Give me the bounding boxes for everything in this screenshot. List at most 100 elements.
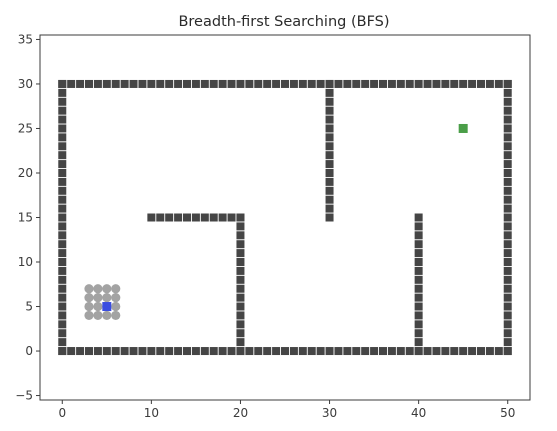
obstacle-point [325, 204, 334, 213]
obstacle-point [325, 124, 334, 133]
obstacle-walls [58, 79, 512, 356]
obstacle-point [111, 347, 120, 356]
obstacle-point [414, 347, 423, 356]
obstacle-point [503, 151, 512, 160]
obstacle-point [236, 311, 245, 320]
obstacle-point [503, 133, 512, 142]
obstacle-point [58, 160, 67, 169]
obstacle-point [379, 347, 387, 356]
obstacle-point [58, 133, 67, 142]
obstacle-point [67, 347, 76, 356]
obstacle-point [334, 79, 343, 88]
obstacle-point [236, 275, 245, 284]
obstacle-point [503, 284, 512, 293]
obstacle-point [325, 213, 334, 222]
obstacle-point [58, 97, 67, 106]
obstacle-point [236, 79, 245, 88]
obstacle-point [414, 231, 423, 240]
obstacle-point [227, 79, 236, 88]
start-marker [102, 302, 112, 312]
obstacle-point [459, 347, 468, 356]
obstacle-point [414, 249, 423, 258]
obstacle-point [263, 79, 272, 88]
obstacle-point [156, 347, 165, 356]
obstacle-point [58, 240, 67, 249]
obstacle-point [174, 347, 183, 356]
obstacle-point [432, 347, 441, 356]
obstacle-point [236, 222, 245, 231]
obstacle-point [503, 258, 512, 267]
obstacle-point [414, 275, 423, 284]
obstacle-point [85, 347, 93, 356]
obstacle-segment [58, 79, 512, 88]
obstacle-point [325, 177, 334, 186]
obstacle-point [352, 347, 361, 356]
obstacle-point [183, 347, 191, 356]
axes: 0 10 20 30 40 50 −5 0 5 10 15 20 25 30 35 [15, 32, 531, 420]
obstacle-point [58, 195, 67, 204]
obstacle-point [503, 160, 512, 169]
obstacle-point [236, 231, 245, 240]
obstacle-point [209, 347, 218, 356]
y-tick-label: 0 [25, 344, 33, 358]
obstacle-point [174, 79, 183, 88]
obstacle-point [200, 347, 209, 356]
obstacle-point [325, 79, 334, 88]
x-tick-label: 10 [144, 406, 159, 420]
x-tick-label: 30 [322, 406, 337, 420]
obstacle-segment [236, 213, 245, 356]
obstacle-point [147, 347, 156, 356]
obstacle-point [441, 347, 450, 356]
obstacle-point [58, 168, 67, 177]
obstacle-point [494, 347, 503, 356]
obstacle-point [396, 79, 405, 88]
obstacle-point [503, 329, 512, 338]
obstacle-point [58, 177, 67, 186]
obstacle-point [245, 79, 254, 88]
obstacle-point [236, 329, 245, 338]
obstacle-point [200, 79, 209, 88]
x-tick-label: 50 [500, 406, 515, 420]
obstacle-point [414, 79, 423, 88]
obstacle-point [58, 302, 67, 311]
obstacle-point [325, 133, 334, 142]
obstacle-point [58, 311, 67, 320]
obstacle-point [325, 106, 334, 115]
obstacle-segment [325, 79, 334, 222]
obstacle-point [414, 338, 423, 347]
obstacle-point [254, 347, 263, 356]
obstacle-point [503, 311, 512, 320]
obstacle-segment [414, 213, 423, 356]
obstacle-point [343, 347, 352, 356]
obstacle-point [281, 79, 289, 88]
obstacle-point [441, 79, 450, 88]
obstacle-point [236, 284, 245, 293]
visited-node [102, 310, 112, 321]
obstacle-point [58, 347, 67, 356]
obstacle-point [174, 213, 183, 222]
obstacle-point [477, 79, 485, 88]
obstacle-point [503, 347, 512, 356]
obstacle-point [414, 222, 423, 231]
obstacle-point [165, 347, 174, 356]
obstacle-point [370, 79, 379, 88]
obstacle-point [156, 79, 165, 88]
y-tick-label: −5 [15, 389, 33, 403]
obstacle-point [209, 213, 218, 222]
obstacle-point [485, 79, 494, 88]
obstacle-point [227, 213, 236, 222]
obstacle-point [58, 151, 67, 160]
obstacle-point [325, 151, 334, 160]
obstacle-point [272, 347, 281, 356]
obstacle-point [236, 240, 245, 249]
visited-node [111, 301, 121, 312]
obstacle-point [307, 79, 316, 88]
obstacle-point [236, 338, 245, 347]
obstacle-point [414, 329, 423, 338]
obstacle-point [191, 213, 200, 222]
visited-node [93, 284, 103, 294]
obstacle-point [218, 347, 227, 356]
obstacle-point [503, 266, 512, 275]
obstacle-point [67, 79, 76, 88]
obstacle-point [58, 266, 67, 275]
